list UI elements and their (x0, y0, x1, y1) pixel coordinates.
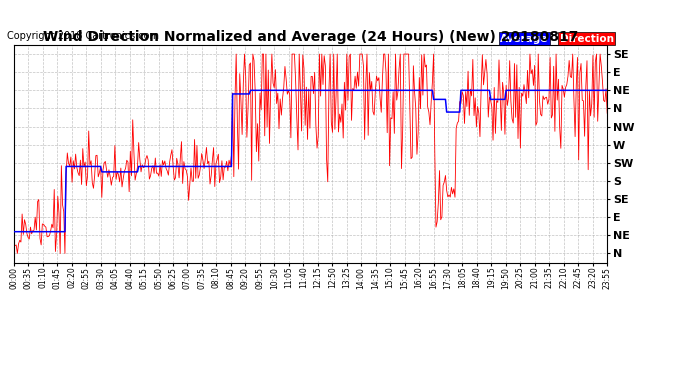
Text: Copyright 2018 Cartronics.com: Copyright 2018 Cartronics.com (7, 32, 159, 41)
Text: Average: Average (500, 34, 549, 44)
Text: Direction: Direction (560, 34, 613, 44)
Title: Wind Direction Normalized and Average (24 Hours) (New) 20180817: Wind Direction Normalized and Average (2… (43, 30, 578, 44)
